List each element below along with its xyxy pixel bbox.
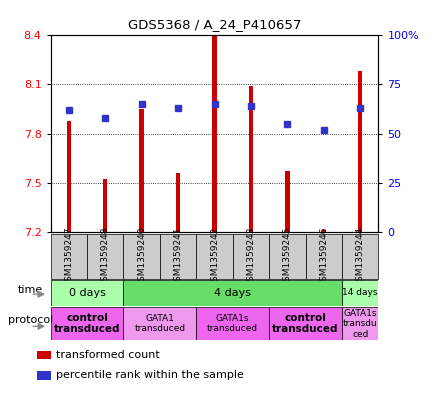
Bar	[196, 307, 269, 340]
Text: percentile rank within the sample: percentile rank within the sample	[56, 370, 244, 380]
Text: GSM1359240: GSM1359240	[137, 226, 146, 286]
Bar	[249, 86, 253, 232]
Bar	[342, 234, 378, 279]
Bar	[269, 234, 305, 279]
Bar	[358, 72, 363, 232]
Text: GSM1359248: GSM1359248	[101, 226, 110, 286]
Text: GSM1359246: GSM1359246	[319, 226, 328, 286]
Text: GSM1359245: GSM1359245	[283, 226, 292, 286]
Bar	[176, 173, 180, 232]
Bar	[66, 121, 71, 232]
Bar	[103, 180, 107, 232]
Bar	[269, 307, 342, 340]
Text: 0 days: 0 days	[69, 288, 106, 298]
Text: GSM1359241: GSM1359241	[173, 226, 183, 286]
Title: GDS5368 / A_24_P410657: GDS5368 / A_24_P410657	[128, 18, 301, 31]
Text: transformed count: transformed count	[56, 350, 160, 360]
Bar	[37, 351, 51, 359]
Bar	[342, 280, 378, 306]
Bar	[124, 280, 342, 306]
Text: GSM1359243: GSM1359243	[246, 226, 256, 286]
Text: GSM1359244: GSM1359244	[356, 226, 365, 286]
Bar	[51, 307, 124, 340]
Text: GSM1359247: GSM1359247	[64, 226, 73, 286]
Bar	[37, 371, 51, 380]
Bar	[139, 109, 144, 232]
Bar	[213, 35, 216, 232]
Text: time: time	[18, 285, 43, 296]
Bar	[124, 234, 160, 279]
Bar	[87, 234, 124, 279]
Text: protocol: protocol	[7, 315, 53, 325]
Bar	[305, 234, 342, 279]
Text: control
transduced: control transduced	[272, 313, 339, 334]
Bar	[124, 307, 196, 340]
Text: 4 days: 4 days	[214, 288, 251, 298]
Text: 14 days: 14 days	[342, 288, 378, 298]
Bar	[233, 234, 269, 279]
Bar	[160, 234, 196, 279]
Text: control
transduced: control transduced	[54, 313, 120, 334]
Text: GATA1
transduced: GATA1 transduced	[134, 314, 185, 333]
Bar	[285, 171, 290, 232]
Bar	[322, 230, 326, 232]
Text: GSM1359242: GSM1359242	[210, 226, 219, 286]
Text: GATA1s
transdu
ced: GATA1s transdu ced	[343, 309, 378, 338]
Bar	[51, 234, 87, 279]
Bar	[51, 280, 124, 306]
Bar	[196, 234, 233, 279]
Text: GATA1s
transduced: GATA1s transduced	[207, 314, 258, 333]
Bar	[342, 307, 378, 340]
